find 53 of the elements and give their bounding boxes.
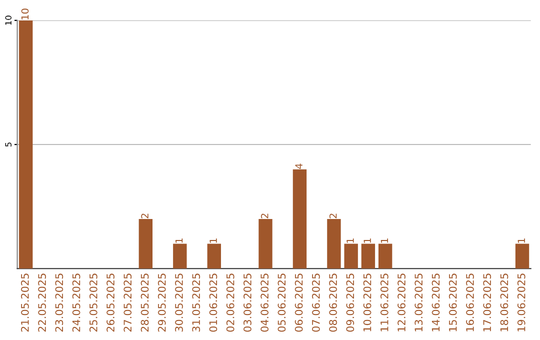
x-tick-label: 16.06.2025 — [466, 274, 474, 332]
x-tick-label: 17.06.2025 — [483, 274, 492, 332]
x-tick-label: 26.05.2025 — [106, 274, 114, 332]
x-tick-label: 12.06.2025 — [398, 274, 406, 332]
bar — [378, 244, 392, 269]
data-label: 10 — [21, 8, 29, 20]
x-tick-label: 02.06.2025 — [226, 274, 234, 332]
x-tick-label: 01.06.2025 — [209, 274, 218, 332]
x-tick-label: 22.05.2025 — [38, 274, 46, 332]
bar — [173, 244, 187, 269]
x-tick-label: 28.05.2025 — [140, 274, 149, 332]
data-label: 1 — [210, 238, 217, 243]
bar — [292, 169, 307, 269]
x-tick-label: 07.06.2025 — [312, 274, 320, 332]
x-tick-label: 23.05.2025 — [55, 274, 64, 332]
bar — [258, 218, 272, 269]
x-tick-label: 11.06.2025 — [380, 274, 388, 332]
x-tick-label: 13.06.2025 — [414, 274, 423, 332]
x-tick-label: 08.06.2025 — [329, 274, 337, 332]
x-tick-label: 31.05.2025 — [192, 274, 200, 332]
x-tick-label: 18.06.2025 — [500, 274, 508, 332]
data-label: 1 — [380, 238, 388, 243]
x-tick-label: 25.05.2025 — [89, 274, 98, 332]
bar — [327, 218, 341, 269]
x-tick-label: 14.06.2025 — [432, 274, 440, 332]
x-tick-label: 15.06.2025 — [448, 274, 457, 332]
x-tick-label: 21.05.2025 — [20, 274, 29, 332]
bar — [207, 244, 221, 269]
x-tick-label: 24.05.2025 — [72, 274, 80, 332]
bar — [361, 244, 376, 269]
bar — [138, 218, 153, 269]
data-label: 1 — [518, 238, 525, 243]
x-tick-label: 09.06.2025 — [346, 274, 354, 332]
data-label: 1 — [364, 238, 371, 243]
x-tick-label: 04.06.2025 — [260, 274, 269, 332]
bar — [515, 244, 530, 269]
x-tick-label: 10.06.2025 — [363, 274, 372, 332]
x-tick-label: 29.05.2025 — [158, 274, 166, 332]
x-tick-label: 19.06.2025 — [517, 274, 526, 332]
data-label: 1 — [346, 238, 354, 243]
y-tick-label: 5 — [5, 142, 12, 147]
data-label: 4 — [295, 164, 302, 169]
bar — [18, 20, 33, 269]
x-tick-label: 06.06.2025 — [294, 274, 303, 332]
data-label: 2 — [329, 214, 337, 218]
data-label: 2 — [141, 214, 148, 218]
x-tick-label: 30.05.2025 — [175, 274, 183, 332]
x-tick-label: 03.06.2025 — [244, 274, 252, 332]
data-label: 2 — [260, 214, 268, 218]
bar — [344, 244, 358, 269]
x-tick-label: 05.06.2025 — [278, 274, 286, 332]
x-tick-label: 27.05.2025 — [124, 274, 132, 332]
data-label: 1 — [175, 238, 183, 243]
